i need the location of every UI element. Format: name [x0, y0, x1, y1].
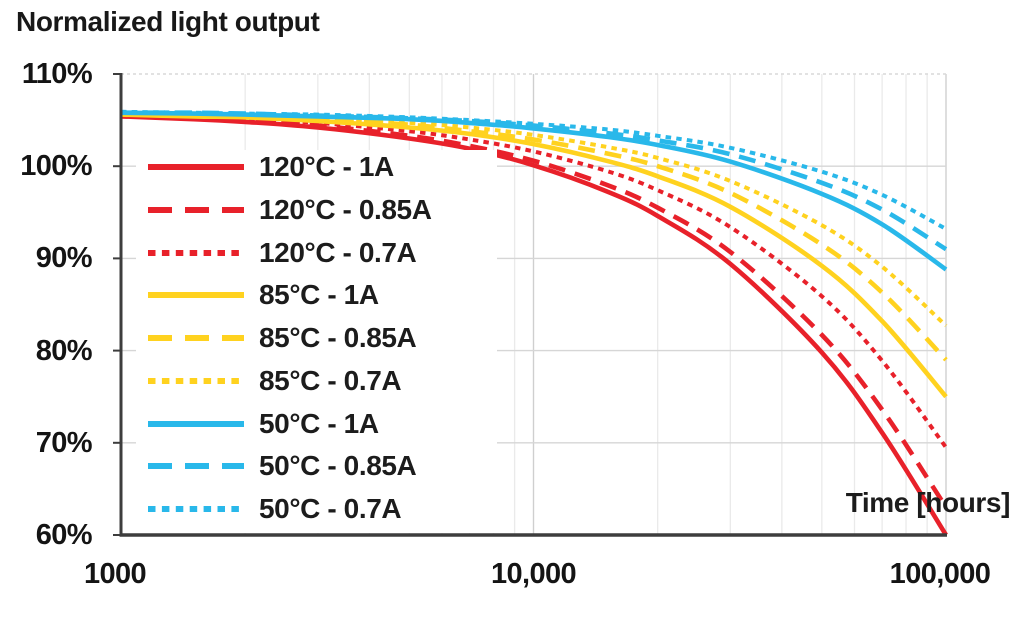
series-line-50-c-0.85a [120, 110, 948, 252]
legend-item: 50°C - 0.85A [146, 449, 417, 483]
legend-item: 120°C - 0.7A [146, 236, 417, 270]
legend-swatch-solid [148, 420, 244, 427]
legend-swatch-dotted [148, 377, 244, 384]
legend-item: 85°C - 0.7A [146, 364, 402, 398]
series-line-85-c-0.85a [120, 111, 948, 362]
legend-label: 85°C - 1A [259, 279, 379, 311]
series-line-120-c-1a [120, 114, 948, 537]
legend-swatch-solid [148, 292, 244, 299]
legend-swatch-dashed [148, 335, 244, 341]
x-tick-label: 1000 [83, 558, 147, 590]
legend-swatch-dashed [148, 206, 244, 213]
legend-label: 120°C - 0.85A [259, 193, 432, 225]
legend-swatch-dotted [148, 506, 244, 512]
legend-swatch-dashed [148, 463, 244, 470]
legend-item: 120°C - 1A [146, 150, 394, 184]
legend-item: 85°C - 0.85A [146, 321, 417, 355]
chart-title: Normalized light output [16, 6, 320, 37]
x-tick-label: 10,000 [490, 558, 577, 590]
x-axis-label: Time [hours] [845, 487, 1011, 518]
legend-label: 50°C - 0.7A [259, 493, 402, 524]
legend-item: 85°C - 1A [146, 278, 379, 312]
legend-label: 50°C - 1A [259, 407, 379, 439]
legend-item: 50°C - 0.7A [146, 492, 402, 526]
legend-label: 85°C - 0.85A [259, 322, 417, 353]
y-tick-label: 70% [35, 426, 93, 459]
legend-swatch-dotted [148, 249, 244, 256]
series-line-85-c-0.7a [120, 111, 948, 328]
legend-label: 120°C - 0.7A [259, 236, 417, 268]
legend-label: 50°C - 0.85A [259, 450, 417, 482]
series-line-120-c-0.85a [120, 113, 948, 509]
series-line-85-c-1a [120, 112, 948, 399]
legend-label: 120°C - 1A [259, 151, 394, 182]
legend-item: 50°C - 1A [146, 407, 379, 441]
x-tick-label: 100,000 [889, 558, 991, 590]
y-tick-label: 100% [20, 150, 92, 183]
legend-swatch-solid [148, 164, 244, 170]
y-tick-label: 80% [35, 334, 93, 367]
legend-label: 85°C - 0.7A [259, 364, 402, 396]
legend-item: 120°C - 0.85A [146, 193, 432, 227]
y-tick-label: 110% [21, 58, 93, 90]
y-tick-label: 90% [35, 242, 93, 275]
y-tick-label: 60% [35, 519, 93, 551]
